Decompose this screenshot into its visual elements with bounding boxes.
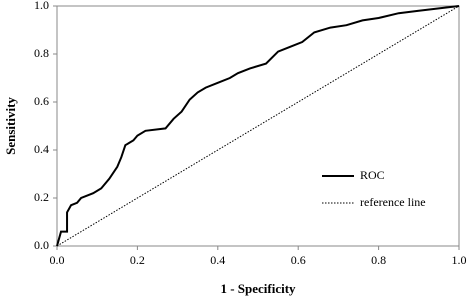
legend-label: reference line (360, 195, 426, 209)
x-tick-label: 0.0 (50, 253, 65, 267)
y-tick-label: 0.4 (34, 142, 49, 156)
series-line (56, 5, 460, 247)
y-axis-title: Sensitivity (3, 97, 18, 155)
x-tick-label: 0.6 (291, 253, 306, 267)
x-tick-label: 1.0 (452, 253, 467, 267)
y-tick-label: 0.6 (34, 94, 49, 108)
legend-label: ROC (360, 168, 385, 182)
x-tick-label: 0.4 (210, 253, 225, 267)
y-tick-label: 0.0 (34, 238, 49, 252)
x-tick-label: 0.2 (130, 253, 145, 267)
y-tick-label: 0.2 (34, 190, 49, 204)
x-tick-label: 0.8 (371, 253, 386, 267)
y-tick-label: 0.8 (34, 46, 49, 60)
series-line (56, 5, 460, 247)
y-tick-label: 1.0 (34, 0, 49, 12)
plot-frame (56, 5, 460, 247)
x-axis-title: 1 - Specificity (220, 281, 296, 296)
